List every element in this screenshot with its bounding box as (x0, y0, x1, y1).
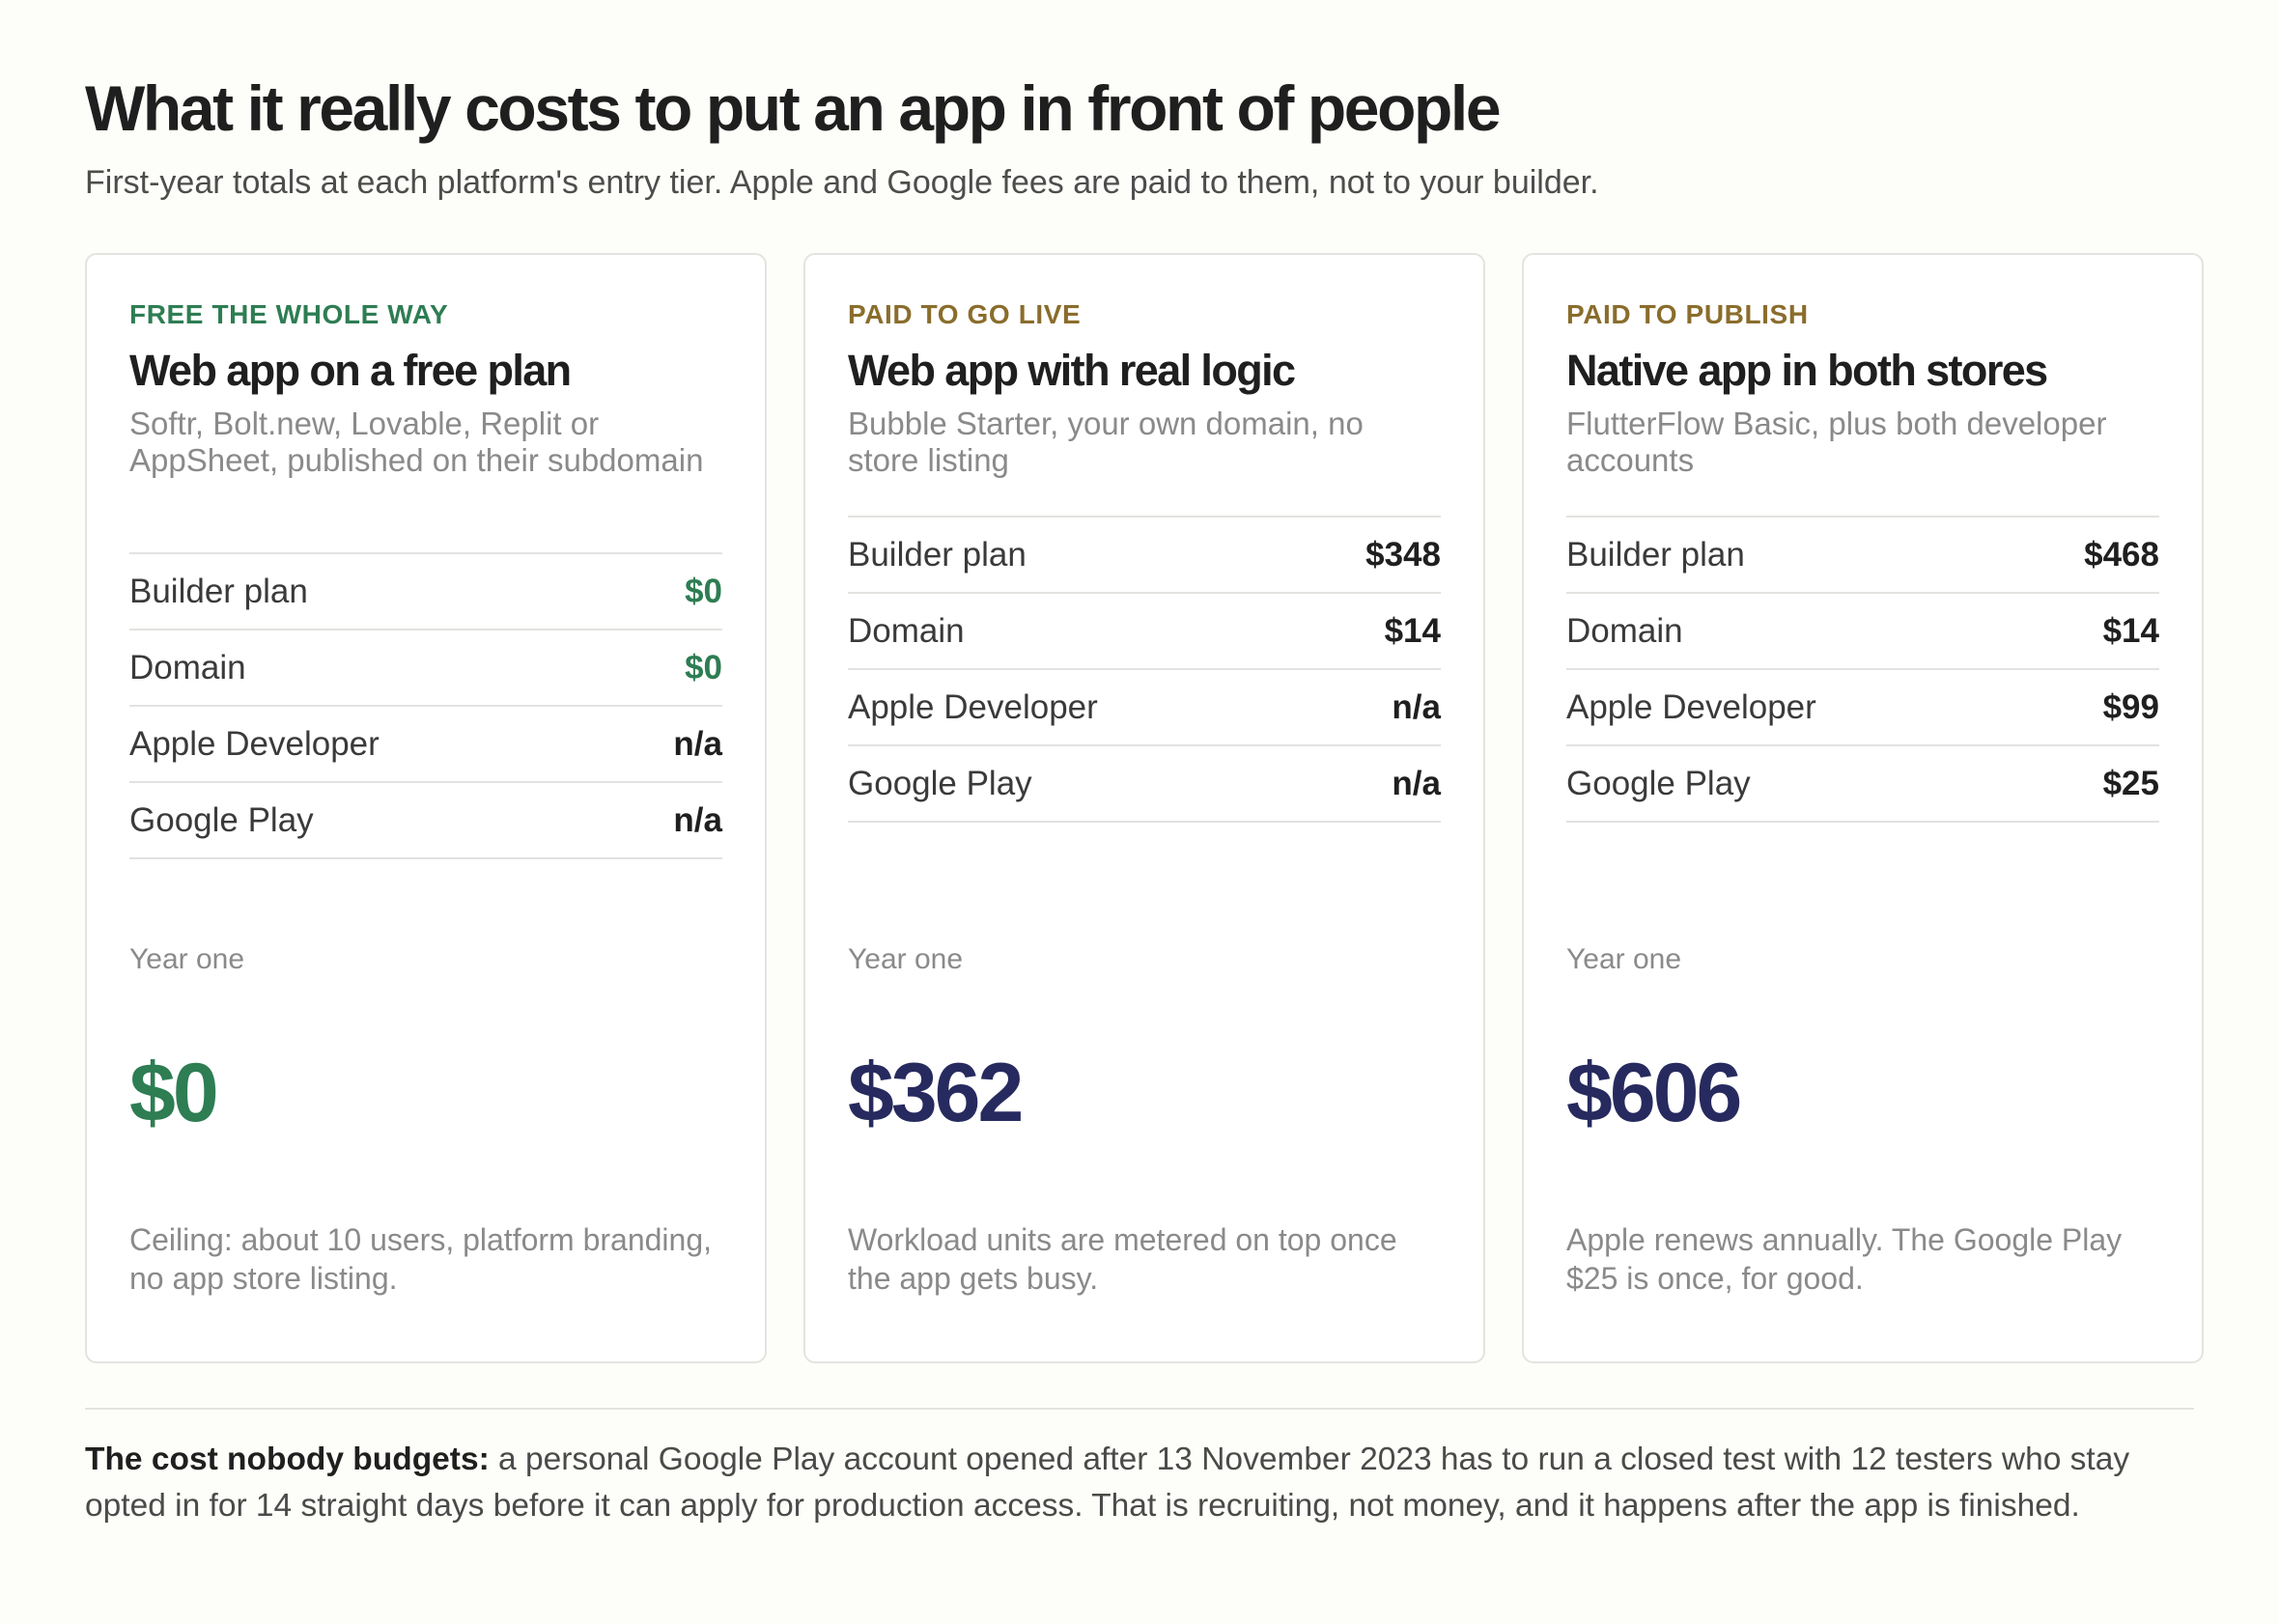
cost-row-builder-plan: Builder plan $348 (848, 518, 1441, 594)
cost-row-label: Domain (1566, 611, 1683, 650)
cost-row-label: Builder plan (129, 572, 308, 610)
cost-row-value: $348 (1365, 535, 1441, 574)
card-description: Bubble Starter, your own domain, no stor… (848, 406, 1364, 478)
cost-row-value: n/a (1392, 764, 1441, 802)
card-title: Native app in both stores (1566, 346, 2048, 395)
card-title: Web app on a free plan (129, 346, 572, 395)
cost-row-value: $468 (2084, 535, 2159, 574)
cost-row-label: Builder plan (1566, 535, 1745, 574)
year-one-total: $362 (848, 1047, 1024, 1139)
footer-text: a personal Google Play account opened af… (85, 1442, 2130, 1524)
card-eyebrow: PAID TO GO LIVE (848, 299, 1082, 329)
cost-row-label: Apple Developer (129, 724, 380, 763)
cost-row-value: $25 (2102, 764, 2159, 802)
card-native-app: PAID TO PUBLISH Native app in both store… (1522, 253, 2204, 1363)
card-description: Softr, Bolt.new, Lovable, Replit or AppS… (129, 406, 704, 478)
cost-row-value: $99 (2102, 687, 2159, 726)
card-eyebrow: PAID TO PUBLISH (1566, 299, 1809, 329)
cost-row-value: n/a (673, 724, 722, 763)
year-one-total: $0 (129, 1047, 219, 1139)
cost-rows: Builder plan $468 Domain $14 Apple Devel… (1566, 516, 2159, 823)
cost-row-value: $14 (1384, 611, 1441, 650)
cost-row-label: Domain (848, 611, 965, 650)
cost-row-google-play: Google Play n/a (848, 746, 1441, 823)
year-one-label: Year one (129, 943, 245, 975)
card-description: FlutterFlow Basic, plus both developer a… (1566, 406, 2107, 478)
footer-divider (85, 1408, 2194, 1410)
year-one-label: Year one (848, 943, 964, 975)
cost-row-value: n/a (673, 800, 722, 839)
cost-row-google-play: Google Play n/a (129, 783, 722, 859)
cost-row-label: Google Play (848, 764, 1032, 802)
card-paid-web-app: PAID TO GO LIVE Web app with real logic … (803, 253, 1485, 1363)
cost-rows: Builder plan $348 Domain $14 Apple Devel… (848, 516, 1441, 823)
cost-row-apple-developer: Apple Developer $99 (1566, 670, 2159, 746)
card-note: Apple renews annually. The Google Play $… (1566, 1222, 2123, 1296)
cost-row-label: Google Play (129, 800, 314, 839)
cost-row-value: $14 (2102, 611, 2159, 650)
cost-row-apple-developer: Apple Developer n/a (129, 707, 722, 783)
cost-row-domain: Domain $0 (129, 630, 722, 707)
cost-row-builder-plan: Builder plan $0 (129, 554, 722, 630)
cost-row-label: Apple Developer (1566, 687, 1816, 726)
cost-row-value: $0 (685, 572, 722, 610)
cost-rows: Builder plan $0 Domain $0 Apple Develope… (129, 552, 722, 859)
card-title: Web app with real logic (848, 346, 1296, 395)
cost-row-label: Domain (129, 648, 246, 686)
cost-row-apple-developer: Apple Developer n/a (848, 670, 1441, 746)
cost-row-label: Builder plan (848, 535, 1027, 574)
card-note: Ceiling: about 10 users, platform brandi… (129, 1222, 713, 1296)
card-free-web-app: FREE THE WHOLE WAY Web app on a free pla… (85, 253, 767, 1363)
cost-row-builder-plan: Builder plan $468 (1566, 518, 2159, 594)
cost-row-domain: Domain $14 (1566, 594, 2159, 670)
cost-row-domain: Domain $14 (848, 594, 1441, 670)
page-title: What it really costs to put an app in fr… (85, 72, 1502, 144)
page-subtitle: First-year totals at each platform's ent… (85, 164, 1599, 201)
footer-lead: The cost nobody budgets: (85, 1442, 490, 1477)
footer-note: The cost nobody budgets: a personal Goog… (85, 1437, 2209, 1529)
cost-row-google-play: Google Play $25 (1566, 746, 2159, 823)
cost-row-value: n/a (1392, 687, 1441, 726)
card-eyebrow: FREE THE WHOLE WAY (129, 299, 449, 329)
year-one-total: $606 (1566, 1047, 1742, 1139)
cost-row-label: Google Play (1566, 764, 1751, 802)
cost-row-value: $0 (685, 648, 722, 686)
card-note: Workload units are metered on top once t… (848, 1222, 1397, 1296)
year-one-label: Year one (1566, 943, 1682, 975)
cost-row-label: Apple Developer (848, 687, 1098, 726)
